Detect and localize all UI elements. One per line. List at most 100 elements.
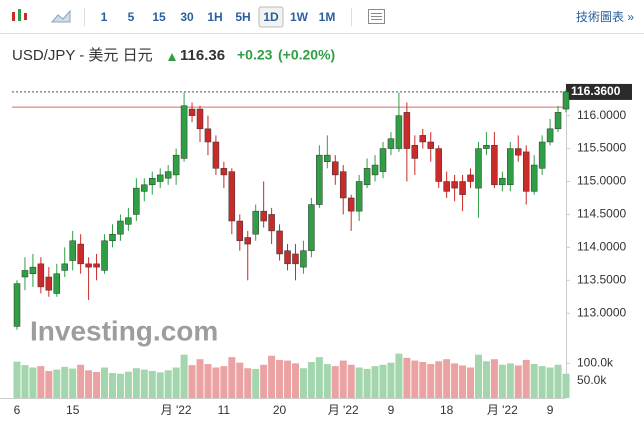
candle-body bbox=[387, 138, 395, 149]
candle-body bbox=[395, 115, 403, 149]
technical-chart-link[interactable]: 技術圖表 » bbox=[576, 10, 634, 24]
volume-bar bbox=[530, 364, 538, 398]
last-price-box bbox=[566, 83, 632, 100]
candle-body bbox=[530, 164, 538, 192]
x-tick-label: 月 '22 bbox=[487, 403, 518, 417]
interval-button[interactable]: 1D bbox=[263, 10, 279, 24]
volume-bar bbox=[284, 360, 292, 398]
volume-bar bbox=[403, 357, 411, 398]
candle-body bbox=[117, 220, 124, 235]
candle-body bbox=[292, 253, 299, 265]
candle-body bbox=[13, 283, 21, 327]
volume-bar bbox=[387, 362, 395, 398]
candle-body bbox=[363, 168, 371, 186]
volume-bar bbox=[339, 360, 347, 398]
volume-bar bbox=[244, 368, 252, 398]
candle-icon[interactable] bbox=[12, 9, 27, 21]
candle-body bbox=[483, 145, 490, 149]
volume-bar bbox=[474, 354, 482, 398]
candle-body bbox=[355, 181, 363, 212]
change-percent: (+0.20%) bbox=[278, 47, 335, 63]
volume-bar bbox=[411, 360, 419, 398]
candle-body bbox=[491, 145, 498, 186]
candle-body bbox=[332, 161, 339, 176]
volume-bar bbox=[228, 357, 236, 398]
volume-bar bbox=[395, 353, 403, 398]
interval-button[interactable]: 5 bbox=[128, 10, 135, 24]
volume-bar bbox=[260, 364, 268, 398]
volume-bar bbox=[85, 370, 93, 398]
volume-bar bbox=[443, 359, 451, 398]
volume-bar bbox=[236, 362, 244, 398]
candle-body bbox=[93, 263, 100, 268]
volume-bar bbox=[307, 361, 315, 398]
candle-body bbox=[538, 141, 546, 169]
price: 116.36 bbox=[180, 47, 225, 64]
volume-bar bbox=[196, 359, 204, 398]
y-tick-label: 113.5000 bbox=[577, 272, 626, 286]
volume-bar bbox=[299, 368, 307, 398]
candle-body bbox=[69, 240, 76, 261]
volume-bar bbox=[148, 370, 156, 398]
x-tick-label: 20 bbox=[273, 403, 287, 417]
candle-body bbox=[228, 171, 236, 222]
volume-bar bbox=[172, 367, 180, 398]
volume-bar bbox=[459, 365, 467, 398]
volume-bar bbox=[45, 370, 53, 398]
interval-button[interactable]: 1M bbox=[319, 10, 336, 24]
interval-button[interactable]: 1W bbox=[290, 10, 309, 24]
volume-bar bbox=[291, 363, 299, 398]
candle-body bbox=[435, 148, 442, 182]
table-icon[interactable] bbox=[368, 9, 385, 24]
interval-button[interactable]: 1H bbox=[207, 10, 222, 24]
candle-body bbox=[467, 174, 474, 182]
candle-body bbox=[371, 164, 379, 176]
volume-bar bbox=[156, 372, 164, 398]
volume-bar bbox=[93, 372, 101, 398]
interval-button[interactable]: 15 bbox=[152, 10, 166, 24]
volume-bar bbox=[347, 364, 355, 398]
volume-bar bbox=[21, 365, 29, 398]
candle-body bbox=[507, 148, 514, 186]
x-tick-label: 18 bbox=[440, 403, 454, 417]
candle-body bbox=[411, 145, 419, 159]
volume-bar bbox=[506, 363, 514, 398]
candle-body bbox=[554, 112, 562, 130]
candle-body bbox=[276, 230, 283, 255]
interval-button[interactable]: 5H bbox=[235, 10, 250, 24]
candle-body bbox=[499, 177, 506, 186]
watermark: Investing.com bbox=[30, 315, 218, 346]
candle-body bbox=[196, 108, 204, 130]
interval-button[interactable]: 30 bbox=[180, 10, 194, 24]
candle-body bbox=[85, 263, 92, 268]
candle-body bbox=[21, 270, 29, 278]
candle-body bbox=[149, 177, 156, 186]
candle-body bbox=[324, 154, 331, 162]
interval-button[interactable]: 1 bbox=[101, 10, 108, 24]
volume-bar bbox=[252, 368, 260, 398]
candle-body bbox=[347, 197, 355, 212]
candle-body bbox=[284, 250, 291, 265]
candle-body bbox=[427, 141, 434, 149]
volume-bar bbox=[140, 369, 148, 398]
x-tick-label: 月 '22 bbox=[161, 403, 192, 417]
volume-bar bbox=[435, 361, 443, 398]
volume-bar bbox=[323, 364, 331, 398]
candle-body bbox=[459, 181, 466, 195]
x-tick-label: 6 bbox=[14, 403, 21, 417]
candle-body bbox=[236, 220, 244, 242]
volume-bar bbox=[13, 361, 21, 398]
volume-bar bbox=[482, 361, 490, 398]
x-tick-label: 9 bbox=[388, 403, 395, 417]
volume-bar bbox=[77, 364, 85, 398]
volume-bar bbox=[363, 368, 371, 398]
volume-bar bbox=[180, 354, 188, 398]
area-icon[interactable] bbox=[50, 9, 71, 23]
candle-body bbox=[562, 91, 570, 110]
volume-bar bbox=[116, 373, 124, 398]
x-tick-label: 月 '22 bbox=[328, 403, 359, 417]
candle-body bbox=[188, 108, 196, 116]
candle-body bbox=[109, 233, 116, 242]
candle-body bbox=[443, 181, 450, 192]
candle-body bbox=[252, 210, 259, 235]
